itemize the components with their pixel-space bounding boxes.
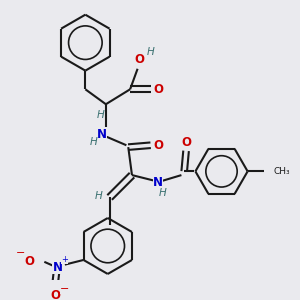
Text: −: − bbox=[16, 248, 26, 258]
Text: N: N bbox=[52, 261, 62, 274]
Text: H: H bbox=[90, 137, 98, 148]
Text: −: − bbox=[60, 284, 70, 294]
Text: H: H bbox=[94, 190, 102, 201]
Text: O: O bbox=[50, 289, 61, 300]
Text: O: O bbox=[134, 53, 144, 66]
Text: H: H bbox=[159, 188, 166, 198]
Text: O: O bbox=[24, 255, 34, 268]
Text: N: N bbox=[153, 176, 163, 189]
Text: O: O bbox=[181, 136, 191, 149]
Text: O: O bbox=[153, 83, 163, 96]
Text: CH₃: CH₃ bbox=[274, 167, 290, 176]
Text: H: H bbox=[96, 110, 104, 120]
Text: H: H bbox=[147, 47, 154, 57]
Text: +: + bbox=[61, 254, 68, 263]
Text: N: N bbox=[97, 128, 107, 141]
Text: O: O bbox=[153, 139, 163, 152]
